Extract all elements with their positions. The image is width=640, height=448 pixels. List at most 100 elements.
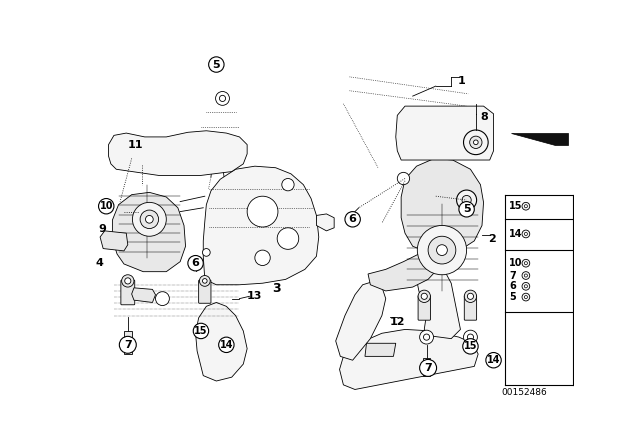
Polygon shape (365, 343, 396, 356)
Polygon shape (336, 282, 386, 360)
Polygon shape (511, 133, 568, 145)
Text: 5: 5 (212, 60, 220, 69)
Text: 7: 7 (424, 363, 432, 373)
Circle shape (255, 250, 270, 266)
Circle shape (424, 334, 429, 340)
Circle shape (522, 202, 530, 210)
Polygon shape (204, 166, 319, 285)
Text: 10: 10 (509, 258, 522, 268)
Text: 6: 6 (509, 281, 516, 291)
Circle shape (188, 255, 204, 271)
FancyBboxPatch shape (422, 358, 431, 375)
Circle shape (202, 249, 210, 256)
Circle shape (524, 296, 527, 299)
FancyBboxPatch shape (418, 296, 431, 320)
Text: 13: 13 (247, 291, 262, 302)
Circle shape (470, 136, 482, 148)
Text: 12: 12 (390, 317, 405, 327)
Circle shape (456, 190, 477, 210)
Circle shape (345, 211, 360, 227)
Circle shape (463, 330, 477, 344)
Text: 14: 14 (220, 340, 233, 350)
Text: 2: 2 (488, 233, 496, 244)
Circle shape (463, 130, 488, 155)
Circle shape (421, 293, 428, 299)
Circle shape (420, 359, 436, 376)
Text: 14: 14 (509, 229, 522, 239)
Text: 11: 11 (128, 140, 143, 150)
Circle shape (524, 262, 527, 265)
Text: 9: 9 (99, 224, 106, 234)
Circle shape (193, 323, 209, 339)
Text: 7: 7 (124, 340, 132, 350)
Circle shape (209, 57, 224, 72)
Circle shape (522, 282, 530, 290)
Text: 5: 5 (509, 292, 516, 302)
Circle shape (463, 339, 478, 354)
Text: 7: 7 (509, 271, 516, 280)
Circle shape (524, 233, 527, 236)
FancyBboxPatch shape (124, 331, 132, 354)
Text: 8: 8 (481, 112, 488, 122)
FancyBboxPatch shape (464, 296, 477, 320)
Circle shape (464, 290, 477, 302)
Circle shape (474, 140, 478, 145)
Circle shape (417, 225, 467, 275)
Circle shape (140, 210, 159, 228)
Text: 6: 6 (349, 214, 356, 224)
Text: 3: 3 (273, 282, 281, 295)
Circle shape (486, 353, 501, 368)
Text: 10: 10 (99, 201, 113, 211)
Polygon shape (340, 329, 478, 389)
Circle shape (524, 285, 527, 288)
Circle shape (145, 215, 153, 223)
Circle shape (220, 95, 225, 102)
Polygon shape (396, 106, 493, 160)
Circle shape (99, 198, 114, 214)
Polygon shape (109, 131, 247, 176)
Text: 1: 1 (458, 76, 465, 86)
Text: 15: 15 (509, 201, 522, 211)
Circle shape (200, 276, 210, 286)
Circle shape (122, 275, 134, 287)
Circle shape (219, 337, 234, 353)
Polygon shape (132, 288, 156, 302)
Circle shape (247, 196, 278, 227)
Circle shape (420, 330, 433, 344)
Circle shape (119, 336, 136, 353)
Circle shape (397, 172, 410, 185)
Circle shape (202, 279, 207, 283)
Polygon shape (100, 231, 128, 251)
Circle shape (467, 293, 474, 299)
Circle shape (418, 290, 431, 302)
Polygon shape (316, 214, 334, 231)
Circle shape (132, 202, 166, 236)
Circle shape (522, 259, 530, 267)
FancyBboxPatch shape (198, 280, 211, 303)
Circle shape (216, 91, 230, 105)
Circle shape (436, 245, 447, 255)
Circle shape (156, 292, 170, 306)
Polygon shape (401, 159, 484, 254)
Polygon shape (113, 192, 186, 271)
Polygon shape (196, 302, 247, 381)
Circle shape (428, 236, 456, 264)
Text: 6: 6 (191, 258, 200, 268)
Text: 15: 15 (194, 326, 208, 336)
Circle shape (467, 334, 474, 340)
Circle shape (522, 293, 530, 301)
Circle shape (282, 178, 294, 191)
Polygon shape (414, 252, 460, 339)
Circle shape (524, 205, 527, 208)
Circle shape (524, 274, 527, 277)
Text: 4: 4 (95, 258, 103, 268)
Circle shape (459, 202, 474, 217)
Text: 5: 5 (463, 204, 470, 214)
Text: 15: 15 (464, 341, 477, 351)
Circle shape (522, 271, 530, 280)
FancyBboxPatch shape (121, 280, 135, 305)
Circle shape (125, 278, 131, 284)
Circle shape (277, 228, 299, 250)
Text: 00152486: 00152486 (501, 388, 547, 397)
Text: 14: 14 (487, 355, 500, 365)
